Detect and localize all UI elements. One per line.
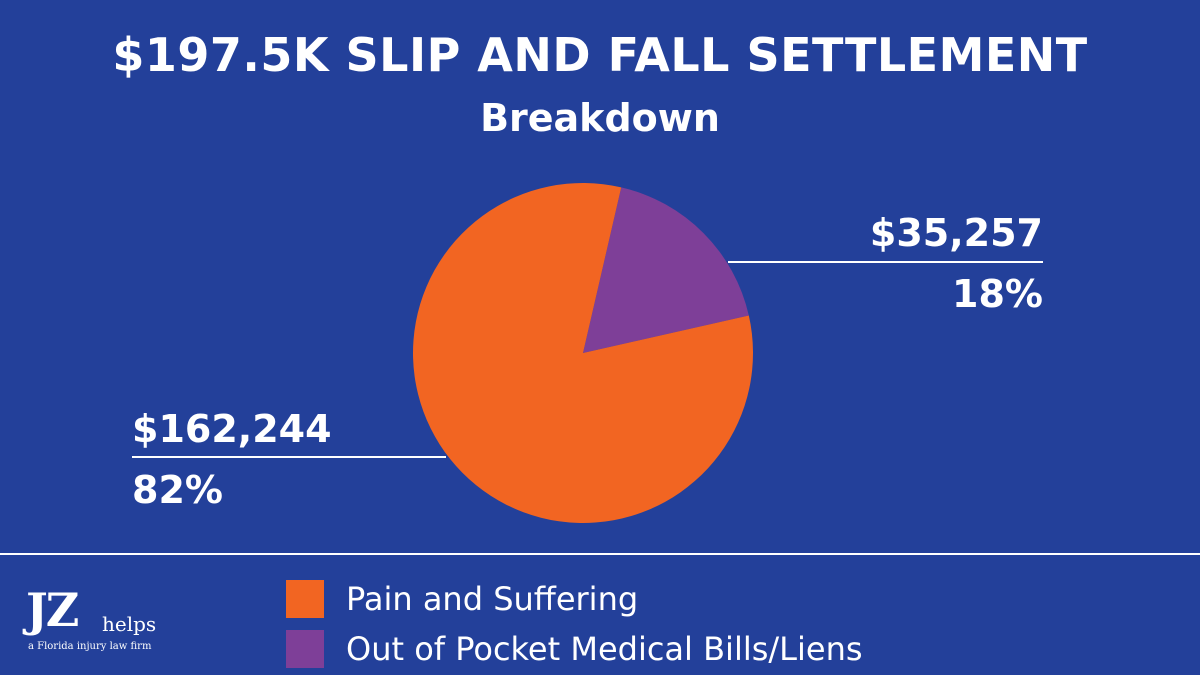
pie-slice-out-of-pocket-medical-bills-liens <box>583 187 749 353</box>
legend-item-medical-bills: Out of Pocket Medical Bills/Liens <box>286 624 863 674</box>
logo: JZ helps a Florida injury law firm <box>26 585 176 665</box>
pie-chart: $35,257 18% $162,244 82% <box>132 183 1043 523</box>
data-label-pain-and-suffering-amount: $162,244 <box>132 407 332 451</box>
data-label-pain-and-suffering-percent: 82% <box>132 468 223 512</box>
data-label-medical-bills-percent: 18% <box>952 272 1043 316</box>
logo-mark: JZ <box>26 583 79 637</box>
pie-slice-pain-and-suffering <box>413 183 753 523</box>
logo-tagline: a Florida injury law firm <box>28 641 152 652</box>
legend-item-pain-and-suffering: Pain and Suffering <box>286 574 863 624</box>
chart-subtitle: Breakdown <box>480 96 720 140</box>
footer-divider <box>0 553 1200 555</box>
data-label-medical-bills-amount: $35,257 <box>870 211 1043 255</box>
legend-label-medical-bills: Out of Pocket Medical Bills/Liens <box>346 630 863 668</box>
legend-swatch-pain-and-suffering <box>286 580 324 618</box>
logo-word: helps <box>102 612 157 636</box>
legend-swatch-medical-bills <box>286 630 324 668</box>
legend-label-pain-and-suffering: Pain and Suffering <box>346 580 639 618</box>
legend: Pain and Suffering Out of Pocket Medical… <box>286 574 863 674</box>
chart-title: $197.5K SLIP AND FALL SETTLEMENT <box>112 28 1088 82</box>
